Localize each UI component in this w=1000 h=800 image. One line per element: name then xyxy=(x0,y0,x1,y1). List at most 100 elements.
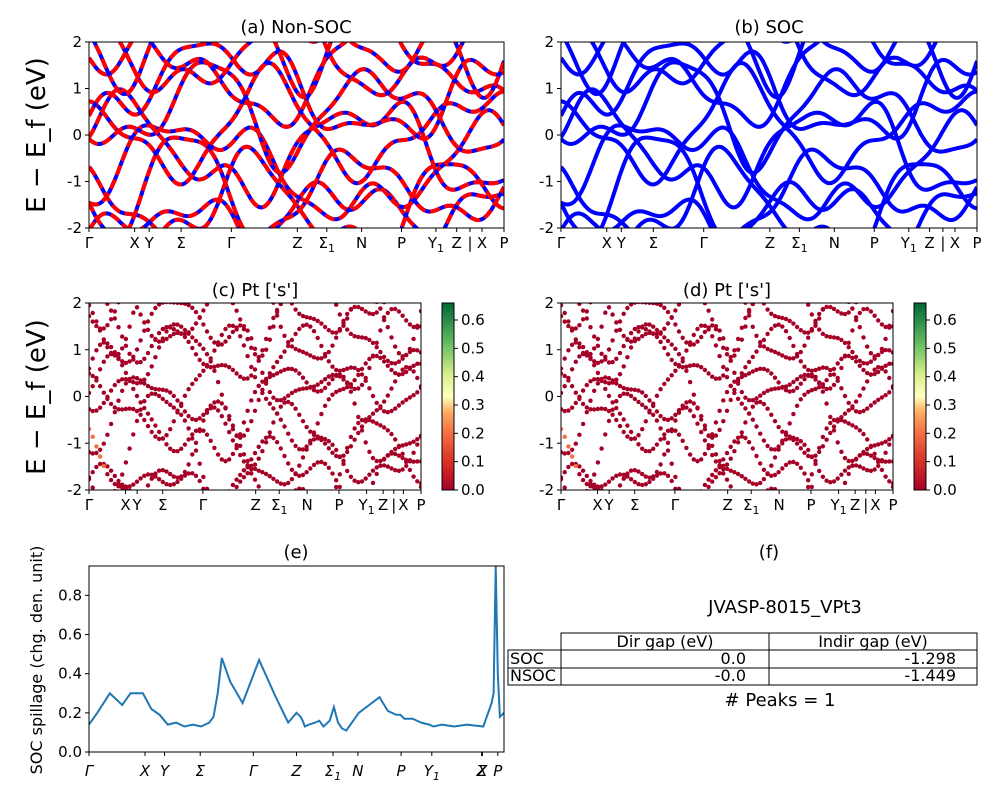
point-c-10-53 xyxy=(282,333,287,338)
point-d-6-50 xyxy=(743,406,748,411)
point-c-12-71 xyxy=(348,307,354,312)
xtick-label-e-11: X xyxy=(476,762,488,780)
point-c-10-13 xyxy=(134,360,140,365)
point-d-4-46 xyxy=(728,468,733,473)
point-d-9-52 xyxy=(750,303,755,307)
point-d-4-4 xyxy=(573,441,578,446)
point-c-3-66 xyxy=(330,442,335,447)
point-c-7-30 xyxy=(197,342,202,347)
point-c-10-31 xyxy=(201,308,206,313)
xtick-label-b-0: Γ xyxy=(557,234,566,252)
colorbar-label-d-0: 0.0 xyxy=(933,481,957,499)
point-d-2-36 xyxy=(691,414,696,419)
point-c-4-41 xyxy=(238,443,243,448)
point-c-10-12 xyxy=(131,357,136,362)
point-d-6-76 xyxy=(839,356,844,362)
point-c-6-62 xyxy=(315,421,320,426)
point-d-6-42 xyxy=(713,343,719,348)
ytick-label-c-3: 1 xyxy=(72,341,82,359)
point-c-4-47 xyxy=(260,470,265,475)
point-d-12-7 xyxy=(584,309,589,314)
point-c-12-60 xyxy=(308,315,313,321)
point-d-5-82 xyxy=(861,449,866,455)
point-c-4-86 xyxy=(404,365,409,370)
point-d-6-52 xyxy=(750,417,755,422)
axes-frame-b xyxy=(560,41,978,229)
point-d-6-78 xyxy=(846,353,851,359)
point-d-6-9 xyxy=(592,407,597,412)
point-c-4-16 xyxy=(145,383,151,389)
point-d-3-42 xyxy=(713,475,719,480)
point-d-6-36 xyxy=(691,332,696,338)
point-d-0-84 xyxy=(868,453,874,458)
point-c-5-37 xyxy=(223,459,228,464)
point-d-9-16 xyxy=(617,327,623,332)
point-c-9-76 xyxy=(367,337,372,343)
point-c-6-84 xyxy=(396,372,402,377)
point-d-1-41 xyxy=(710,472,715,478)
point-d-5-76 xyxy=(839,449,844,454)
point-d-4-82 xyxy=(861,386,866,391)
panel-c-title: (c) Pt ['s'] xyxy=(212,280,299,301)
point-c-12-64 xyxy=(322,324,328,330)
point-c-8-49 xyxy=(267,389,272,395)
point-c-10-64 xyxy=(322,354,328,359)
point-d-4-73 xyxy=(828,430,833,436)
point-d-9-46 xyxy=(728,358,733,363)
point-d-6-69 xyxy=(813,386,818,392)
point-c-6-37 xyxy=(223,326,228,332)
point-c-2-15 xyxy=(142,491,146,495)
point-d-6-44 xyxy=(721,364,726,370)
point-c-8-81 xyxy=(385,310,390,316)
point-d-3-75 xyxy=(835,476,840,481)
point-d-4-67 xyxy=(806,453,811,459)
point-c-10-72 xyxy=(352,304,357,310)
point-c-7-57 xyxy=(297,326,302,332)
xtick-label-a-0: Γ xyxy=(85,234,94,252)
xtick-label-e-7: N xyxy=(352,762,363,780)
point-d-8-50 xyxy=(743,395,748,400)
point-c-6-1 xyxy=(90,373,95,379)
point-c-4-49 xyxy=(267,474,272,479)
point-d-10-24 xyxy=(647,329,652,334)
point-c-8-22 xyxy=(168,303,173,305)
point-c-3-72 xyxy=(352,478,357,483)
point-d-1-53 xyxy=(754,453,759,459)
point-d-12-67 xyxy=(806,330,811,335)
point-d-5-80 xyxy=(853,456,859,461)
band-b-11-0 xyxy=(564,42,977,100)
point-d-4-54 xyxy=(758,480,763,486)
point-d-11-6 xyxy=(580,350,586,356)
point-d-7-50 xyxy=(743,365,748,370)
point-d-3-67 xyxy=(806,447,811,453)
point-d-7-19 xyxy=(628,345,634,350)
point-c-6-60 xyxy=(308,438,313,443)
point-c-5-57 xyxy=(297,371,302,376)
point-c-6-58 xyxy=(300,447,306,452)
point-d-7-85 xyxy=(872,400,877,405)
point-d-11-82 xyxy=(861,335,866,340)
point-c-2-34 xyxy=(212,405,217,410)
point-d-1-5 xyxy=(577,472,582,477)
point-c-7-35 xyxy=(215,379,221,385)
point-c-3-75 xyxy=(363,476,368,481)
xtick-label-c-0: Γ xyxy=(85,496,94,514)
point-c-10-74 xyxy=(359,306,365,312)
point-d-10-51 xyxy=(746,313,752,318)
point-c-5-73 xyxy=(356,414,361,420)
point-c-6-9 xyxy=(120,407,125,412)
point-d-8-10 xyxy=(595,360,601,366)
point-d-7-65 xyxy=(798,359,803,364)
point-d-2-38 xyxy=(699,429,704,435)
xtick-label-b-11: | xyxy=(940,234,945,252)
point-c-9-89 xyxy=(415,348,420,353)
point-d-2-86 xyxy=(876,459,881,465)
point-d-7-68 xyxy=(809,368,814,373)
point-d-13-90 xyxy=(891,296,895,300)
point-d-5-33 xyxy=(680,438,685,443)
point-c-0-28 xyxy=(190,471,195,476)
point-c-4-53 xyxy=(282,482,287,487)
point-c-3-84 xyxy=(396,468,402,473)
xtick-label-e-12: P xyxy=(493,762,503,780)
point-d-7-11 xyxy=(599,378,604,383)
